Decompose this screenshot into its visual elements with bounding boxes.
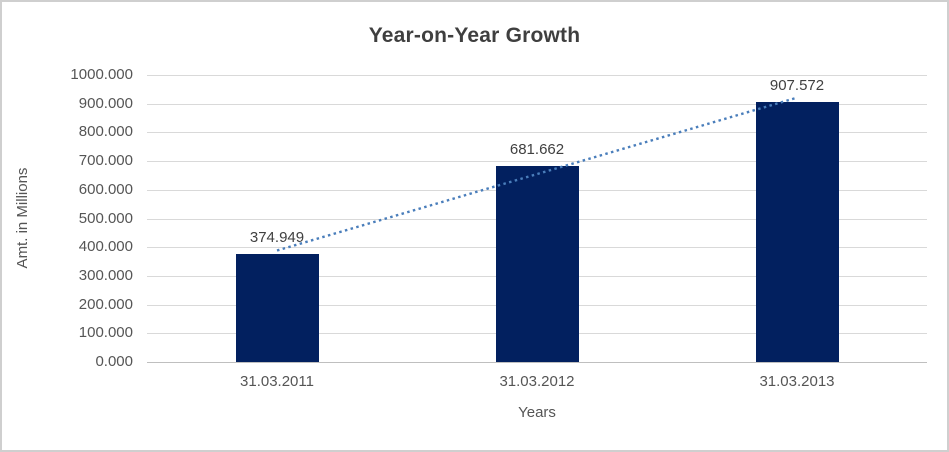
x-tick-label: 31.03.2013 — [759, 373, 835, 390]
bar — [755, 101, 839, 362]
y-tick-label: 200.000 — [78, 295, 133, 313]
gridline — [147, 75, 927, 76]
y-tick-label: 700.000 — [78, 152, 133, 170]
chart-title: Year-on-Year Growth — [368, 24, 581, 47]
y-tick-label: 800.000 — [78, 123, 133, 141]
x-axis-line — [147, 362, 927, 363]
data-label: 681.662 — [509, 141, 565, 159]
y-tick-label: 0.000 — [95, 353, 133, 370]
data-label: 907.572 — [769, 76, 825, 94]
plot-area — [147, 75, 927, 363]
y-tick-label: 900.000 — [78, 94, 133, 112]
y-tick-label: 500.000 — [78, 209, 133, 227]
x-tick-label: 31.03.2011 — [240, 373, 314, 390]
y-tick-label: 400.000 — [78, 238, 133, 256]
y-axis-title: Amt. in Millions — [14, 167, 31, 269]
y-tick-label: 600.000 — [78, 180, 133, 198]
bar — [235, 254, 319, 362]
y-tick-label: 300.000 — [78, 266, 133, 284]
y-tick-label: 100.000 — [78, 324, 133, 342]
x-tick-label: 31.03.2012 — [499, 373, 575, 390]
bar — [495, 166, 579, 362]
y-tick-label: 1000.000 — [70, 66, 133, 83]
data-label: 374.949 — [249, 229, 305, 247]
x-axis-title: Years — [518, 404, 556, 421]
